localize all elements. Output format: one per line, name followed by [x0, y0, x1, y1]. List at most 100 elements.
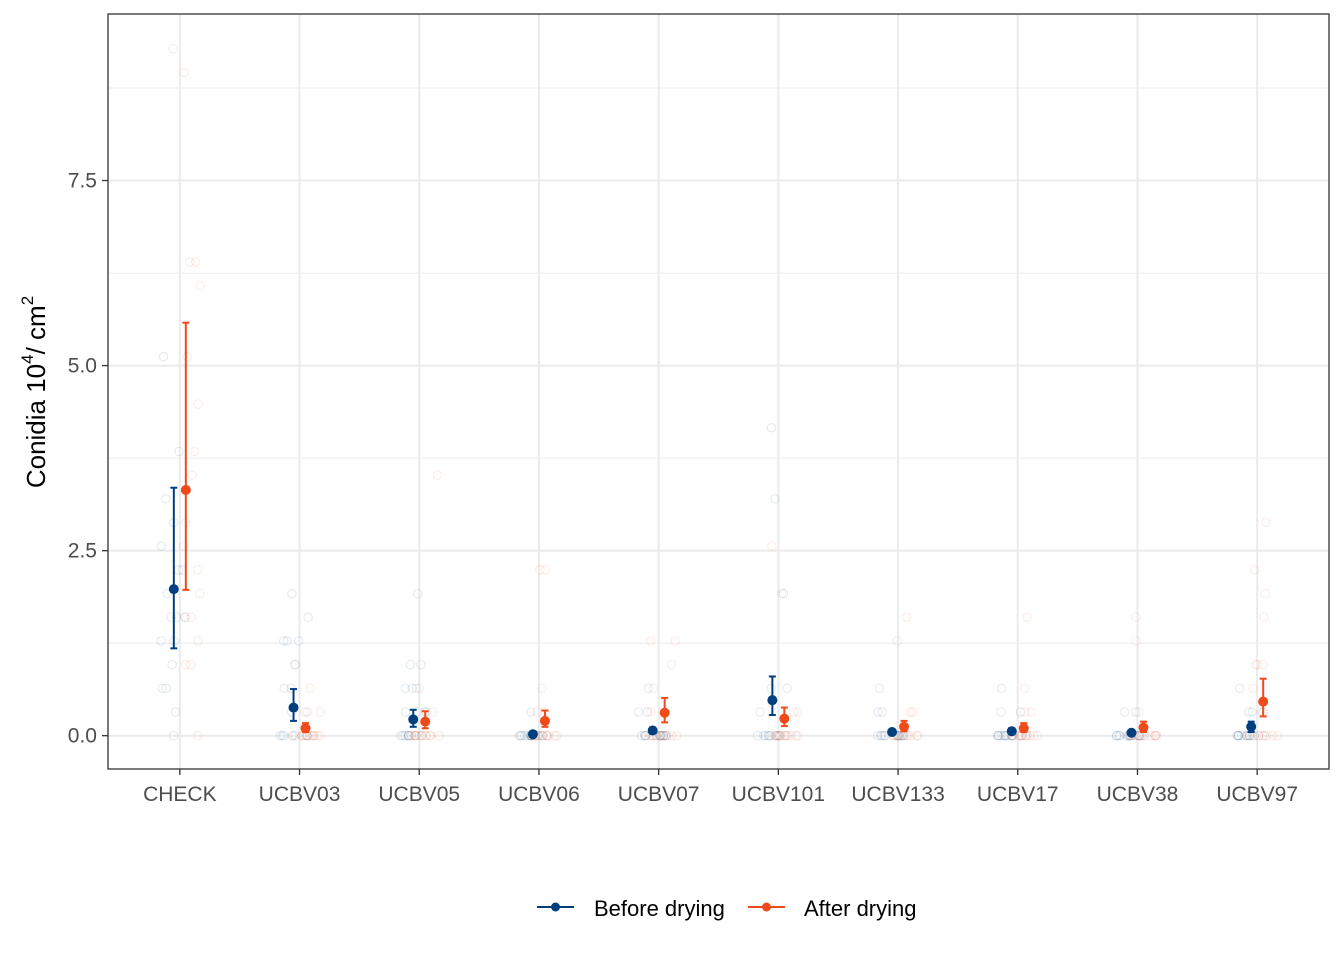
observation-point: [537, 730, 548, 741]
x-tick-label: UCBV17: [977, 783, 1059, 806]
observation-point: [514, 730, 525, 741]
observation-point: [766, 683, 776, 694]
observation-point: [782, 683, 792, 694]
observation-point: [182, 352, 192, 362]
observation-point: [1025, 730, 1035, 741]
summary-layer: [168, 321, 1269, 740]
y-tick-label: 7.5: [68, 170, 97, 193]
observation-point: [305, 730, 315, 741]
observation-point: [1119, 707, 1130, 717]
observation-point: [667, 730, 677, 741]
mean-point: [899, 721, 910, 732]
observation-point: [411, 730, 421, 741]
observation-point: [303, 612, 313, 622]
x-tick-label: UCBV03: [259, 783, 341, 806]
panel-border: [107, 13, 1330, 770]
observation-point: [1244, 707, 1254, 717]
observation-point: [302, 707, 312, 717]
observation-point: [764, 730, 774, 741]
observation-point: [763, 730, 773, 741]
grid-layer: [108, 14, 1329, 769]
y-axis-title-superscript-1: 4: [18, 354, 37, 363]
observation-point: [170, 707, 181, 717]
observation-point: [290, 659, 300, 670]
observation-point: [648, 683, 659, 694]
observation-point: [400, 707, 411, 717]
observation-point: [1257, 659, 1268, 670]
observation-point: [1240, 730, 1250, 741]
observation-point: [1131, 636, 1141, 646]
y-tick-label: 0.0: [68, 725, 97, 748]
observation-point: [195, 588, 205, 599]
observation-point: [168, 730, 179, 741]
observation-point: [185, 257, 195, 267]
observation-point: [400, 730, 410, 741]
mean-point: [767, 695, 778, 706]
observation-point: [1112, 730, 1122, 741]
observation-point: [543, 730, 553, 741]
observation-point: [1131, 612, 1141, 622]
legend: Before drying After drying: [537, 896, 917, 921]
observation-point: [398, 730, 408, 741]
observation-point: [550, 730, 560, 741]
observation-point: [1272, 730, 1283, 741]
observation-point: [187, 470, 197, 480]
mean-point: [1126, 727, 1137, 738]
observation-point: [671, 730, 682, 741]
observation-point: [992, 730, 1003, 741]
observation-point: [312, 730, 322, 741]
observation-point: [532, 707, 543, 717]
observation-point: [277, 730, 287, 741]
observation-point: [193, 730, 203, 741]
observation-point: [993, 730, 1004, 741]
observation-point: [179, 67, 189, 78]
observation-point: [296, 730, 307, 741]
mean-point: [539, 715, 550, 726]
observation-point: [540, 565, 550, 575]
observation-point: [902, 730, 913, 741]
observation-point: [178, 541, 188, 551]
observation-point: [1134, 707, 1144, 717]
observation-point: [793, 730, 803, 741]
observation-point: [193, 399, 203, 409]
mean-point: [659, 707, 670, 718]
observation-point: [299, 707, 310, 717]
observation-point: [1135, 730, 1145, 741]
observation-point: [406, 730, 416, 741]
observation-point: [275, 730, 285, 741]
observation-point: [425, 730, 436, 741]
observation-point: [661, 730, 672, 741]
observation-point: [1151, 730, 1161, 741]
observation-point: [1111, 730, 1122, 741]
observation-point: [416, 730, 427, 741]
y-axis-title: Conidia 104/ cm2: [18, 296, 51, 488]
observation-point: [404, 730, 414, 741]
observation-point: [1150, 730, 1160, 741]
observation-point: [515, 730, 526, 741]
observation-point: [661, 730, 671, 741]
observation-point: [791, 730, 801, 741]
observation-point: [315, 730, 325, 741]
observation-point: [1237, 730, 1247, 741]
observation-point: [879, 730, 889, 741]
observation-point: [873, 730, 883, 741]
observation-point: [1032, 730, 1043, 741]
observation-point: [657, 730, 667, 741]
observation-point: [873, 707, 883, 717]
observation-point: [1259, 730, 1270, 741]
observation-point: [1146, 730, 1156, 741]
observation-point: [1233, 730, 1243, 741]
observation-point: [1254, 730, 1264, 741]
x-tick-label: UCBV97: [1216, 783, 1298, 806]
observation-point: [877, 707, 887, 717]
observation-point: [773, 730, 783, 741]
observation-point: [552, 730, 562, 741]
observations-layer: [156, 44, 1283, 741]
y-axis-title-part-2: / cm: [21, 305, 51, 354]
observation-point: [414, 683, 425, 694]
observation-point: [174, 446, 184, 457]
x-tick-label: UCBV07: [618, 783, 700, 806]
observation-point: [406, 730, 416, 741]
observation-point: [427, 707, 438, 717]
observation-point: [766, 423, 777, 433]
